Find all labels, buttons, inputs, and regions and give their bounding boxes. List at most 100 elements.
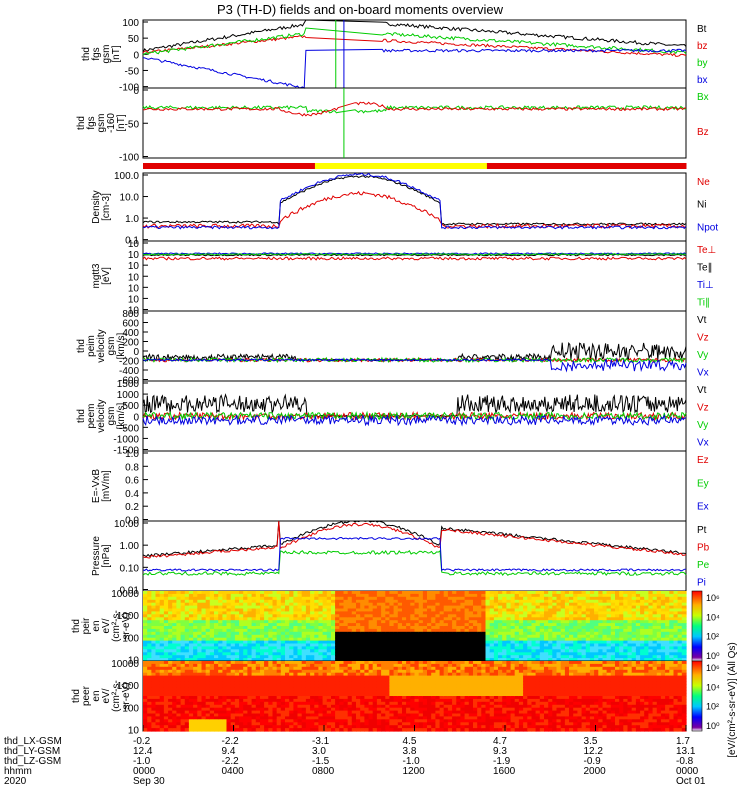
heatmap-cell [326, 620, 332, 624]
heatmap-cell [168, 728, 173, 732]
heatmap-cell [230, 602, 236, 607]
heatmap-cell [180, 596, 186, 601]
heatmap-cell [360, 626, 365, 630]
heatmap-cell [539, 614, 545, 618]
heatmap-cell [635, 599, 641, 604]
heatmap-cell [339, 658, 345, 662]
heatmap-cell [548, 617, 553, 621]
heatmap-cell [660, 646, 666, 650]
heatmap-cell [226, 646, 232, 650]
heatmap-cell [627, 602, 633, 607]
heatmap-cell [301, 687, 307, 691]
heatmap-cell [456, 652, 462, 656]
region-bar-segment [242, 163, 253, 169]
heatmap-cell [310, 637, 315, 642]
heatmap-cell [260, 608, 265, 612]
heatmap-cell [260, 669, 265, 674]
heatmap-cell [310, 605, 315, 610]
heatmap-cell [239, 728, 244, 732]
heatmap-cell [452, 596, 457, 601]
heatmap-cell [360, 608, 365, 612]
heatmap-cell [222, 696, 228, 700]
heatmap-cell [477, 605, 482, 610]
heatmap-cell [381, 707, 386, 712]
heatmap-cell [393, 719, 399, 723]
heatmap-cell [514, 620, 520, 624]
heatmap-cell [322, 704, 328, 709]
heatmap-cell [351, 701, 357, 706]
heatmap-cell [435, 646, 441, 650]
region-bar-segment [360, 163, 370, 169]
heatmap-cell [239, 719, 244, 723]
heatmap-cell [230, 593, 236, 598]
heatmap-cell [147, 631, 152, 636]
heatmap-cell [214, 725, 219, 729]
heatmap-cell [180, 728, 186, 732]
heatmap-cell [356, 693, 361, 697]
heatmap-cell [188, 701, 194, 706]
heatmap-cell [673, 637, 679, 642]
heatmap-cell [163, 675, 169, 680]
heatmap-cell [322, 596, 328, 601]
heatmap-cell [594, 649, 599, 653]
heatmap-cell [168, 658, 173, 662]
heatmap-cell [285, 623, 290, 627]
heatmap-cell [214, 593, 219, 598]
heatmap-cell [406, 663, 411, 668]
heatmap-cell [297, 646, 303, 650]
heatmap-cell [347, 661, 353, 665]
heatmap-cell [276, 684, 282, 688]
heatmap-cell [251, 617, 257, 621]
series-Te-perp [142, 256, 687, 261]
heatmap-cell [402, 655, 407, 659]
heatmap-cell [272, 631, 278, 636]
heatmap-cell [485, 591, 491, 595]
heatmap-cell [577, 631, 583, 636]
heatmap-cell [481, 623, 487, 627]
heatmap-cell [498, 646, 503, 650]
heatmap-cell [640, 620, 645, 624]
heatmap-cell [343, 698, 349, 703]
heatmap-cell [368, 617, 374, 621]
heatmap-cell [331, 626, 336, 630]
heatmap-cell [255, 728, 261, 732]
heatmap-cell [188, 605, 194, 610]
heatmap-cell [297, 713, 303, 717]
heatmap-cell [427, 631, 432, 636]
heatmap-cell [606, 640, 612, 645]
heatmap-cell [397, 614, 403, 618]
heatmap-cell [648, 658, 654, 662]
heatmap-cell [184, 669, 190, 674]
heatmap-cell [272, 599, 278, 604]
heatmap-cell [376, 628, 382, 633]
heatmap-cell [255, 690, 261, 694]
heatmap-cell [318, 681, 324, 685]
heatmap-cell [301, 643, 307, 647]
heatmap-cell [356, 672, 361, 677]
heatmap-cell [648, 602, 654, 607]
heatmap-cell [577, 658, 583, 662]
heatmap-cell [376, 696, 382, 700]
heatmap-cell [234, 681, 240, 685]
heatmap-cell [201, 634, 207, 639]
heatmap-cell [168, 652, 173, 656]
heatmap-cell [260, 693, 265, 697]
heatmap-cell [619, 646, 624, 650]
heatmap-cell [644, 640, 649, 645]
heatmap-cell [147, 637, 152, 642]
heatmap-cell [368, 663, 374, 668]
heatmap-cell [589, 640, 595, 645]
heatmap-cell [360, 658, 365, 662]
heatmap-cell [418, 701, 424, 706]
heatmap-cell [272, 658, 278, 662]
heatmap-cell [544, 637, 549, 642]
heatmap-cell [406, 725, 411, 729]
heatmap-cell [251, 701, 257, 706]
heatmap-cell [393, 623, 399, 627]
heatmap-cell [289, 698, 294, 703]
heatmap-cell [418, 666, 424, 671]
heatmap-cell [548, 626, 553, 630]
heatmap-cell [293, 646, 299, 650]
heatmap-cell [406, 614, 411, 618]
heatmap-cell [264, 675, 269, 680]
